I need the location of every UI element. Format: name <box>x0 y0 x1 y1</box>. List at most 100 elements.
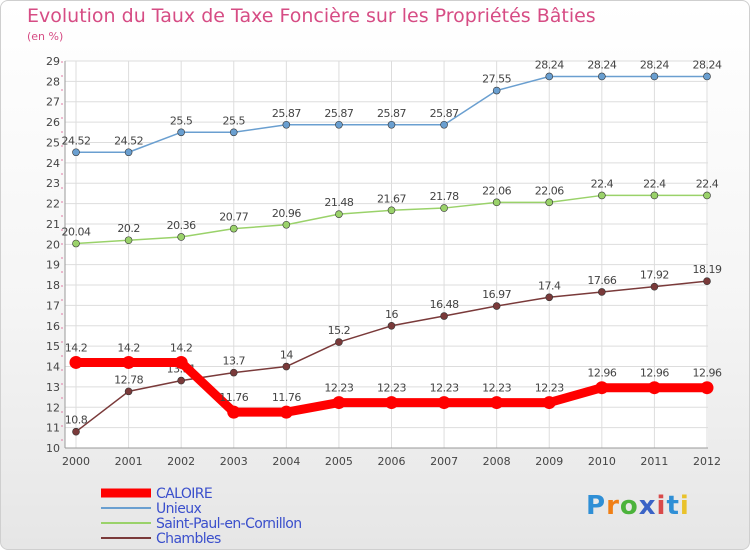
data-point <box>703 191 711 200</box>
legend-label: Chambles <box>156 531 221 547</box>
data-label: 25.5 <box>170 114 193 127</box>
data-label: 20.36 <box>167 219 196 232</box>
data-point <box>72 148 80 157</box>
data-point <box>700 381 714 395</box>
data-point <box>124 148 133 157</box>
data-label: 12.96 <box>640 367 669 380</box>
data-point <box>177 233 185 241</box>
data-point <box>492 302 501 310</box>
legend-label: Saint-Paul-en-Cornillon <box>156 516 302 532</box>
data-point <box>122 355 136 369</box>
data-point <box>227 405 241 419</box>
data-label: 13.7 <box>223 355 246 368</box>
data-point <box>282 362 291 371</box>
data-point <box>650 72 659 81</box>
data-label: 22.4 <box>696 177 719 190</box>
data-label: 25.87 <box>324 107 353 120</box>
x-tick-label: 2011 <box>640 455 668 468</box>
y-tick-label: 16 <box>46 320 60 333</box>
data-point <box>703 72 711 81</box>
data-label: 12.23 <box>324 382 353 395</box>
y-tick-label: 26 <box>46 116 60 129</box>
x-tick-label: 2010 <box>588 455 616 468</box>
y-tick-label: 20 <box>46 238 60 251</box>
data-label: 14.2 <box>117 341 140 354</box>
x-tick-label: 2007 <box>430 455 458 468</box>
data-point <box>282 120 291 129</box>
legend-label: Unieux <box>156 501 201 517</box>
x-tick-label: 2008 <box>483 455 511 468</box>
data-label: 20.2 <box>117 222 140 235</box>
data-label: 12.23 <box>430 382 459 395</box>
data-point <box>703 277 711 285</box>
data-label: 21.48 <box>324 196 353 209</box>
y-tick-label: 22 <box>46 198 60 211</box>
data-point <box>650 191 659 200</box>
data-label: 24.52 <box>62 134 91 147</box>
data-label: 28.24 <box>693 58 722 71</box>
y-tick-label: 13 <box>46 381 60 394</box>
data-label: 10.8 <box>65 414 88 427</box>
data-point <box>72 239 80 248</box>
data-label: 21.67 <box>377 192 406 205</box>
data-point <box>177 128 185 137</box>
data-point <box>440 204 448 212</box>
proxiti-logo: Proxiti <box>586 491 690 521</box>
data-label: 17.4 <box>538 279 561 292</box>
data-point <box>282 220 291 229</box>
data-label: 24.52 <box>114 134 143 147</box>
data-label: 16.48 <box>430 298 459 311</box>
data-label: 12.23 <box>377 382 406 395</box>
y-tick-label: 27 <box>46 96 60 109</box>
data-point <box>335 120 343 129</box>
data-point <box>542 396 556 410</box>
y-tick-label: 17 <box>46 299 60 312</box>
data-label: 16 <box>385 308 398 321</box>
data-point <box>279 405 293 419</box>
data-point <box>385 396 398 410</box>
data-label: 25.5 <box>223 114 246 127</box>
data-label: 21.78 <box>430 190 459 203</box>
x-tick-label: 2001 <box>115 455 143 468</box>
data-point <box>650 282 659 291</box>
data-point <box>229 368 238 377</box>
data-point <box>177 376 185 385</box>
data-point <box>229 128 238 137</box>
data-point <box>437 396 451 410</box>
chart-title: Evolution du Taux de Taxe Foncière sur l… <box>27 5 596 27</box>
data-label: 22.06 <box>482 184 511 197</box>
y-tick-label: 18 <box>46 279 60 292</box>
y-tick-label: 12 <box>46 401 60 414</box>
data-point <box>335 210 343 218</box>
data-label: 12.23 <box>535 382 564 395</box>
data-label: 22.06 <box>535 184 564 197</box>
y-tick-label: 14 <box>46 361 60 374</box>
data-label: 22.4 <box>643 177 666 190</box>
data-point <box>647 381 661 395</box>
data-label: 14.2 <box>170 341 193 354</box>
data-label: 11.76 <box>219 391 248 404</box>
data-point <box>174 355 188 369</box>
y-tick-label: 10 <box>46 442 60 455</box>
x-tick-label: 2006 <box>378 455 406 468</box>
data-point <box>387 321 396 330</box>
data-label: 12.23 <box>482 382 511 395</box>
x-tick-label: 2000 <box>62 455 90 468</box>
data-point <box>595 381 609 395</box>
data-label: 17.66 <box>587 274 616 287</box>
y-tick-label: 28 <box>46 75 60 88</box>
data-point <box>545 198 554 207</box>
data-label: 15.2 <box>328 324 351 337</box>
data-label: 28.24 <box>535 58 564 71</box>
data-label: 25.87 <box>272 107 301 120</box>
data-point <box>387 120 396 129</box>
x-tick-label: 2009 <box>535 455 563 468</box>
data-label: 17.92 <box>640 269 669 282</box>
data-point <box>229 224 238 233</box>
data-label: 18.19 <box>693 263 722 276</box>
data-point <box>124 236 133 245</box>
data-point <box>387 206 396 215</box>
x-tick-label: 2005 <box>325 455 353 468</box>
data-point <box>598 72 606 81</box>
